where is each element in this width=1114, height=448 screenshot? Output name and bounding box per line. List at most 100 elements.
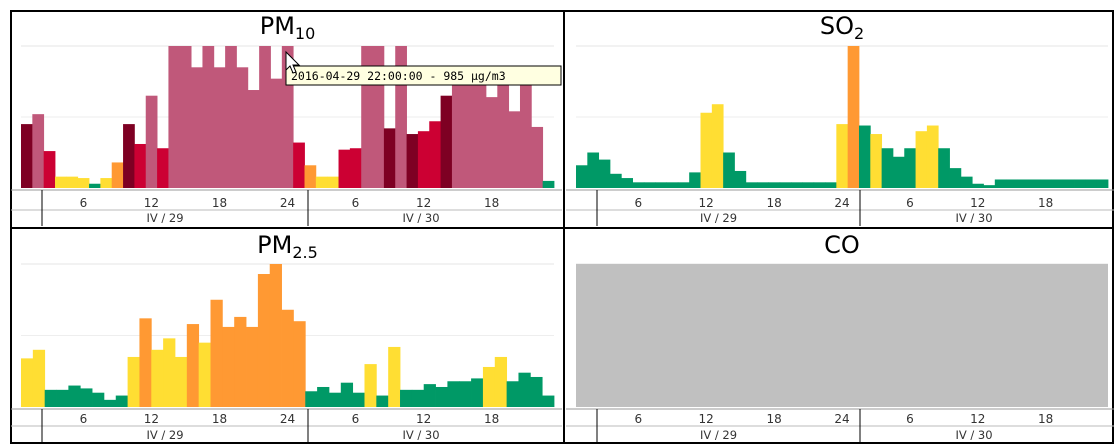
bar[interactable] (836, 124, 849, 188)
bar[interactable] (139, 318, 152, 407)
bar[interactable] (186, 324, 200, 407)
bar[interactable] (960, 176, 973, 188)
bar[interactable] (361, 46, 373, 188)
bar[interactable] (151, 349, 164, 407)
bar[interactable] (745, 182, 758, 188)
bar[interactable] (518, 372, 531, 407)
bar[interactable] (474, 84, 487, 188)
bar[interactable] (677, 182, 690, 188)
bar[interactable] (100, 178, 113, 188)
bar[interactable] (281, 309, 294, 407)
bar[interactable] (257, 274, 271, 407)
bar[interactable] (293, 142, 305, 188)
bar[interactable] (655, 182, 667, 188)
bar[interactable] (247, 90, 260, 188)
bar[interactable] (825, 182, 837, 188)
bar[interactable] (494, 356, 508, 407)
bar[interactable] (68, 385, 81, 407)
bar[interactable] (134, 143, 147, 188)
bar[interactable] (304, 165, 317, 188)
bar[interactable] (246, 326, 259, 407)
bar[interactable] (531, 126, 544, 188)
bar[interactable] (349, 148, 362, 188)
bar[interactable] (213, 67, 226, 188)
bar[interactable] (542, 395, 555, 407)
bar[interactable] (406, 134, 419, 188)
bar[interactable] (994, 179, 1007, 188)
bar[interactable] (163, 338, 176, 407)
bar[interactable] (145, 95, 158, 188)
bar[interactable] (305, 391, 318, 407)
bar[interactable] (482, 366, 496, 407)
bar[interactable] (1085, 179, 1098, 188)
bar[interactable] (364, 364, 377, 407)
bar[interactable] (179, 46, 192, 188)
bar[interactable] (779, 182, 792, 188)
bar[interactable] (111, 162, 124, 188)
bar[interactable] (66, 176, 79, 188)
bar[interactable] (576, 165, 588, 188)
bar[interactable] (222, 326, 235, 407)
bar[interactable] (881, 148, 894, 188)
bar[interactable] (21, 358, 34, 407)
bar[interactable] (471, 378, 484, 407)
bar[interactable] (847, 46, 860, 188)
bar[interactable] (127, 356, 140, 407)
bar[interactable] (210, 299, 223, 407)
bar[interactable] (411, 389, 425, 407)
bar[interactable] (485, 97, 498, 188)
bar[interactable] (723, 152, 735, 189)
bar[interactable] (983, 185, 996, 188)
bar[interactable] (1040, 179, 1052, 188)
bar[interactable] (77, 178, 90, 188)
bar[interactable] (395, 46, 407, 188)
bar[interactable] (609, 173, 622, 188)
bar[interactable] (711, 104, 724, 188)
bar[interactable] (168, 46, 181, 188)
bar[interactable] (56, 389, 69, 407)
bar[interactable] (89, 183, 101, 188)
bar[interactable] (768, 182, 781, 188)
bar[interactable] (328, 392, 342, 407)
bar[interactable] (234, 316, 247, 407)
bar[interactable] (440, 95, 453, 188)
bar[interactable] (327, 176, 339, 188)
bar[interactable] (123, 124, 135, 188)
bar[interactable] (666, 182, 679, 188)
bar[interactable] (103, 399, 117, 407)
bar[interactable] (32, 349, 46, 407)
bar[interactable] (340, 382, 354, 407)
bar[interactable] (463, 74, 476, 188)
bar[interactable] (972, 183, 984, 188)
bar[interactable] (281, 46, 294, 188)
bar[interactable] (225, 46, 237, 188)
bar[interactable] (459, 381, 472, 407)
bar[interactable] (43, 151, 56, 188)
bar[interactable] (115, 395, 128, 407)
bar[interactable] (858, 125, 871, 188)
bar[interactable] (870, 134, 883, 188)
bar[interactable] (689, 172, 701, 188)
bar[interactable] (915, 131, 928, 188)
bar[interactable] (1017, 179, 1030, 188)
bar[interactable] (388, 346, 401, 407)
bar[interactable] (1096, 179, 1109, 188)
bar[interactable] (1051, 179, 1064, 188)
bar[interactable] (1006, 179, 1018, 188)
bar[interactable] (621, 178, 633, 188)
bar[interactable] (32, 114, 45, 188)
bar[interactable] (338, 149, 351, 188)
bar[interactable] (926, 125, 939, 188)
bar[interactable] (506, 381, 519, 407)
bar[interactable] (269, 264, 282, 407)
bar[interactable] (435, 386, 448, 407)
bar[interactable] (236, 67, 249, 188)
bar[interactable] (892, 156, 905, 188)
bar[interactable] (904, 148, 916, 188)
bar[interactable] (383, 128, 396, 188)
bar[interactable] (92, 392, 105, 407)
bar[interactable] (174, 356, 188, 407)
bar[interactable] (80, 388, 93, 407)
bar[interactable] (317, 386, 330, 407)
bar[interactable] (451, 84, 464, 188)
